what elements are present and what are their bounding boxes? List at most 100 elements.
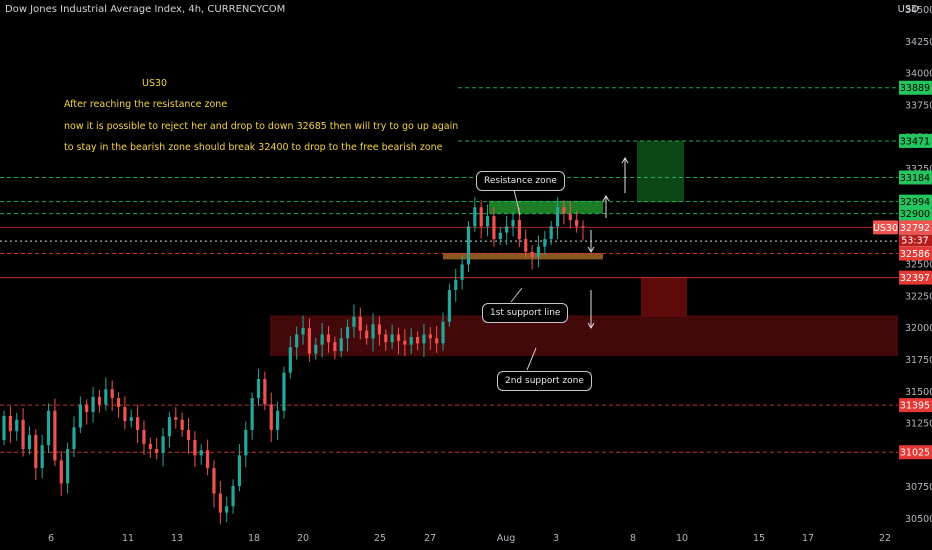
- price-badge: [899, 80, 932, 95]
- candle-body: [435, 338, 439, 344]
- x-tick-label: 25: [374, 533, 386, 544]
- chart-title: Dow Jones Industrial Average Index, 4h, …: [5, 4, 286, 15]
- y-tick-label: 31250: [905, 419, 932, 430]
- note-line-2: now it is possible to reject her and dro…: [64, 121, 459, 132]
- x-tick-label: Aug: [497, 533, 516, 544]
- resistance-pointer: [513, 189, 521, 216]
- candle-body: [250, 398, 254, 430]
- price-badge: [899, 270, 932, 285]
- projection-arrows: [510, 157, 629, 371]
- candle-body: [110, 389, 114, 399]
- candle-body: [339, 338, 343, 352]
- price-badge-label: 32994: [900, 197, 930, 208]
- price-badge-label: 31025: [900, 448, 930, 459]
- candle-body: [371, 324, 375, 339]
- candle-body: [511, 219, 515, 227]
- price-badge-label: 31395: [900, 401, 930, 412]
- candle-body: [199, 450, 203, 456]
- candle-body: [479, 207, 483, 227]
- y-tick-label: 32250: [905, 291, 932, 302]
- candle-body: [206, 450, 210, 469]
- currency-label: USD: [897, 4, 919, 15]
- candle-body: [78, 404, 82, 428]
- candle-body: [568, 213, 572, 220]
- candle-body: [180, 419, 184, 430]
- candle-body: [543, 239, 547, 247]
- y-tick-label: 32500: [905, 260, 932, 271]
- candle-body: [263, 379, 267, 405]
- y-tick-label: 30750: [905, 482, 932, 493]
- candle-body: [136, 417, 140, 430]
- y-tick-label: 32000: [905, 323, 932, 334]
- symbol-badge-label: US30: [873, 223, 898, 234]
- candle-body: [123, 407, 127, 422]
- candle-body: [549, 226, 553, 240]
- candle-body: [269, 404, 273, 430]
- zone-target-box-up: [637, 140, 684, 203]
- candle-body: [21, 419, 25, 450]
- candle-body: [212, 468, 216, 494]
- y-tick-label: 33750: [905, 100, 932, 111]
- candle-body: [275, 410, 280, 430]
- price-badge-label: 32900: [900, 209, 930, 220]
- candle-body: [530, 251, 534, 257]
- note-line-1: After reaching the resistance zone: [64, 99, 228, 110]
- candle-body: [15, 419, 19, 432]
- candle-body: [396, 334, 401, 341]
- candle-body: [485, 216, 490, 227]
- candle-body: [466, 226, 471, 265]
- candle-body: [72, 427, 76, 450]
- candle-body: [473, 207, 477, 227]
- candle-body: [8, 415, 12, 432]
- candle-body: [562, 207, 566, 214]
- zone-target-box-down: [641, 277, 687, 317]
- candle-body: [524, 239, 528, 252]
- y-tick-label: 33250: [905, 164, 932, 175]
- candle-body: [27, 435, 32, 450]
- zone-2nd-support-zone: [270, 315, 898, 357]
- candle-body: [85, 404, 89, 413]
- arrow-up-small-head: [602, 195, 610, 202]
- x-axis: 6 11 13 18 20 25 27 Aug 3 8 10 15 17 22: [48, 533, 891, 544]
- candle-body: [46, 410, 51, 446]
- arrow-down-target-head: [587, 322, 595, 329]
- price-badge-label: 32397: [900, 273, 930, 284]
- x-tick-label: 3: [553, 533, 559, 544]
- candle-body: [225, 506, 229, 513]
- price-badge: [899, 220, 932, 235]
- x-tick-label: 15: [753, 533, 765, 544]
- candle-body: [581, 226, 585, 228]
- candle-body: [282, 372, 286, 411]
- candle-body: [2, 415, 6, 441]
- price-badge-label: 33889: [900, 83, 930, 94]
- price-badge: [899, 194, 932, 209]
- support-line-pointer: [510, 287, 523, 303]
- arrow-up-target-head: [621, 157, 629, 164]
- candle-body: [492, 216, 496, 240]
- candle-body: [365, 330, 369, 339]
- candle-body: [326, 334, 331, 343]
- candle-body: [129, 417, 133, 422]
- candle-body: [454, 279, 458, 290]
- x-tick-label: 10: [676, 533, 688, 544]
- candle-body: [193, 440, 197, 456]
- candle-body: [53, 410, 57, 461]
- price-badge: [899, 170, 932, 185]
- price-badge-label: 32586: [900, 249, 930, 260]
- candle-body: [498, 232, 502, 240]
- candle-body: [352, 316, 356, 327]
- candle-body: [505, 226, 509, 233]
- candle-body: [301, 328, 305, 335]
- candle-body: [167, 417, 172, 437]
- candle-body: [288, 347, 292, 373]
- x-tick-label: 17: [802, 533, 814, 544]
- symbol-badge: [873, 220, 898, 235]
- candle-body: [555, 207, 560, 227]
- x-tick-label: 6: [48, 533, 54, 544]
- support-line-callout: 1st support line: [482, 303, 569, 323]
- candle-body: [148, 443, 152, 450]
- candle-body: [256, 379, 261, 399]
- candle-body: [218, 493, 222, 513]
- candle-body: [174, 417, 178, 420]
